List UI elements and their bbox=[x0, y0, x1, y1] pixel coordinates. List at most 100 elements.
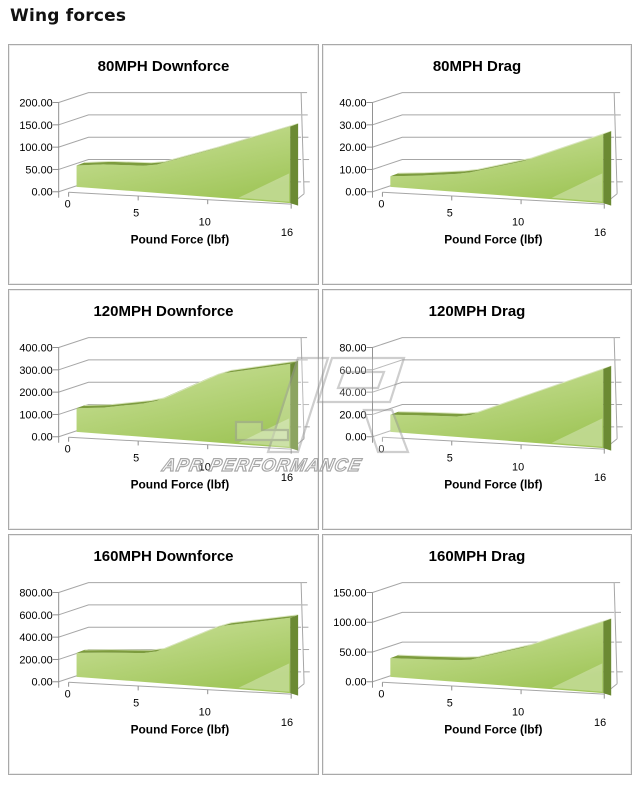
x-axis-label: 10 bbox=[512, 461, 524, 473]
y-axis-label: 200.00 bbox=[19, 654, 52, 666]
x-axis-label: 16 bbox=[594, 472, 606, 484]
x-axis-label: 16 bbox=[281, 717, 293, 729]
gridline bbox=[372, 582, 615, 593]
y-axis-label: 600.00 bbox=[19, 610, 52, 622]
x-axis-line bbox=[382, 436, 605, 450]
y-axis-label: 30.00 bbox=[339, 120, 366, 132]
chart-panel-80mph-drag: 80MPH Drag 0.00 10.00 20.00 30.00 40.00 0 5 10 16… bbox=[322, 44, 632, 285]
area-series-front bbox=[390, 369, 604, 449]
gridline bbox=[58, 604, 302, 616]
y-axis-label: 0.00 bbox=[345, 432, 366, 444]
band-highlight bbox=[398, 130, 612, 174]
x-axis-label: 5 bbox=[133, 697, 139, 709]
y-axis-label: 200.00 bbox=[19, 387, 52, 399]
area-series-side bbox=[290, 123, 299, 206]
x-axis-line bbox=[68, 681, 292, 695]
chart-panel-160mph-downforce: 160MPH Downforce 0.00 200.00 400.00 600.00 80… bbox=[8, 534, 319, 775]
x-axis-label: 10 bbox=[199, 216, 211, 228]
x-axis-label: 0 bbox=[378, 444, 384, 456]
y-axis-label: 150.00 bbox=[19, 120, 52, 132]
x-axis-line bbox=[68, 436, 292, 450]
area-series-front bbox=[390, 621, 604, 694]
area-series-front bbox=[390, 134, 604, 204]
band-highlight bbox=[84, 123, 299, 164]
right-wall-edge bbox=[613, 337, 618, 439]
y-axis-label: 400.00 bbox=[19, 632, 52, 644]
x-axis-label: 10 bbox=[199, 461, 211, 473]
area-series-side bbox=[603, 618, 612, 696]
right-wall-edge bbox=[300, 337, 305, 439]
x-axis-title: Pound Force (lbf) bbox=[131, 232, 230, 246]
right-wall-edge bbox=[300, 582, 305, 684]
y-axis-label: 50.00 bbox=[339, 647, 366, 659]
gridline bbox=[58, 582, 302, 593]
x-axis-label: 5 bbox=[447, 452, 453, 464]
series-shine bbox=[238, 173, 290, 202]
y-axis-label: 80.00 bbox=[339, 342, 366, 354]
chart-panel-120mph-drag: 120MPH Drag 0.00 20.00 40.00 60.00 80.00 0 5 10 1… bbox=[322, 289, 632, 530]
gridline bbox=[372, 114, 615, 126]
band-highlight bbox=[398, 618, 612, 658]
x-axis-title: Pound Force (lbf) bbox=[444, 722, 542, 736]
x-axis-label: 10 bbox=[512, 706, 524, 718]
area-chart: 0.00 50.00 100.00 150.00 200.00 0 5 10 16 Pound F… bbox=[19, 92, 310, 246]
x-axis-line bbox=[382, 681, 605, 695]
x-axis-label: 0 bbox=[65, 689, 71, 701]
gridline bbox=[372, 611, 615, 623]
gridline bbox=[372, 92, 615, 103]
chart-title: 120MPH Downforce bbox=[93, 303, 234, 320]
series-shine bbox=[551, 418, 603, 447]
area-chart: 0.00 10.00 20.00 30.00 40.00 0 5 10 16 Pound Forc… bbox=[339, 92, 623, 246]
x-axis-label: 5 bbox=[447, 207, 453, 219]
gridline bbox=[372, 136, 615, 148]
area-series-side bbox=[603, 131, 612, 206]
x-axis-label: 0 bbox=[65, 199, 71, 211]
gridline bbox=[372, 337, 615, 348]
x-axis-label: 16 bbox=[594, 717, 606, 729]
x-axis-line bbox=[68, 191, 292, 205]
chart-panel-120mph-downforce: 120MPH Downforce 0.00 100.00 200.00 300.00 40… bbox=[8, 289, 319, 530]
chart-title: 80MPH Downforce bbox=[97, 58, 230, 75]
y-axis-label: 20.00 bbox=[339, 409, 366, 421]
y-axis-label: 300.00 bbox=[19, 365, 52, 377]
chart-title: 160MPH Downforce bbox=[93, 548, 234, 565]
chart-title: 160MPH Drag bbox=[428, 548, 526, 565]
y-axis-label: 20.00 bbox=[339, 142, 366, 154]
gridline bbox=[372, 359, 615, 371]
y-axis-label: 0.00 bbox=[31, 677, 52, 689]
y-axis-label: 40.00 bbox=[339, 97, 366, 109]
series-shine bbox=[238, 663, 290, 692]
y-axis-label: 400.00 bbox=[19, 342, 52, 354]
x-axis-label: 16 bbox=[281, 227, 293, 239]
right-wall-edge bbox=[300, 92, 305, 194]
area-chart: 0.00 20.00 40.00 60.00 80.00 0 5 10 16 Pound Forc… bbox=[339, 337, 623, 491]
x-axis-title: Pound Force (lbf) bbox=[131, 477, 230, 491]
band-highlight bbox=[84, 614, 299, 651]
x-axis-label: 10 bbox=[199, 706, 211, 718]
y-axis-label: 0.00 bbox=[345, 187, 366, 199]
y-axis-label: 800.00 bbox=[19, 587, 52, 599]
y-axis-label: 100.00 bbox=[19, 142, 52, 154]
x-axis-label: 10 bbox=[512, 216, 524, 228]
chart-grid: 80MPH Downforce 0.00 50.00 100.00 150.00 200.… bbox=[8, 44, 632, 775]
y-axis-label: 150.00 bbox=[333, 587, 366, 599]
area-series-side bbox=[290, 614, 299, 696]
gridline bbox=[58, 136, 302, 148]
gridline bbox=[58, 359, 302, 371]
y-axis-label: 60.00 bbox=[339, 365, 366, 377]
x-axis-line bbox=[382, 191, 605, 205]
y-axis-label: 200.00 bbox=[19, 97, 52, 109]
y-axis-label: 40.00 bbox=[339, 387, 366, 399]
x-axis-label: 5 bbox=[133, 452, 139, 464]
y-axis-label: 0.00 bbox=[31, 187, 52, 199]
area-series-top-band bbox=[76, 614, 299, 654]
x-axis-label: 0 bbox=[378, 689, 384, 701]
chart-title: 80MPH Drag bbox=[432, 58, 522, 75]
area-chart: 0.00 50.00 100.00 150.00 0 5 10 16 Pound Force (… bbox=[333, 582, 623, 736]
area-series-front bbox=[76, 617, 291, 694]
y-axis-label: 10.00 bbox=[339, 164, 366, 176]
chart-panel-160mph-drag: 160MPH Drag 0.00 50.00 100.00 150.00 0 5 10 16 Po… bbox=[322, 534, 632, 775]
y-axis-label: 0.00 bbox=[31, 432, 52, 444]
x-axis-title: Pound Force (lbf) bbox=[444, 232, 542, 246]
y-axis-label: 50.00 bbox=[25, 164, 52, 176]
